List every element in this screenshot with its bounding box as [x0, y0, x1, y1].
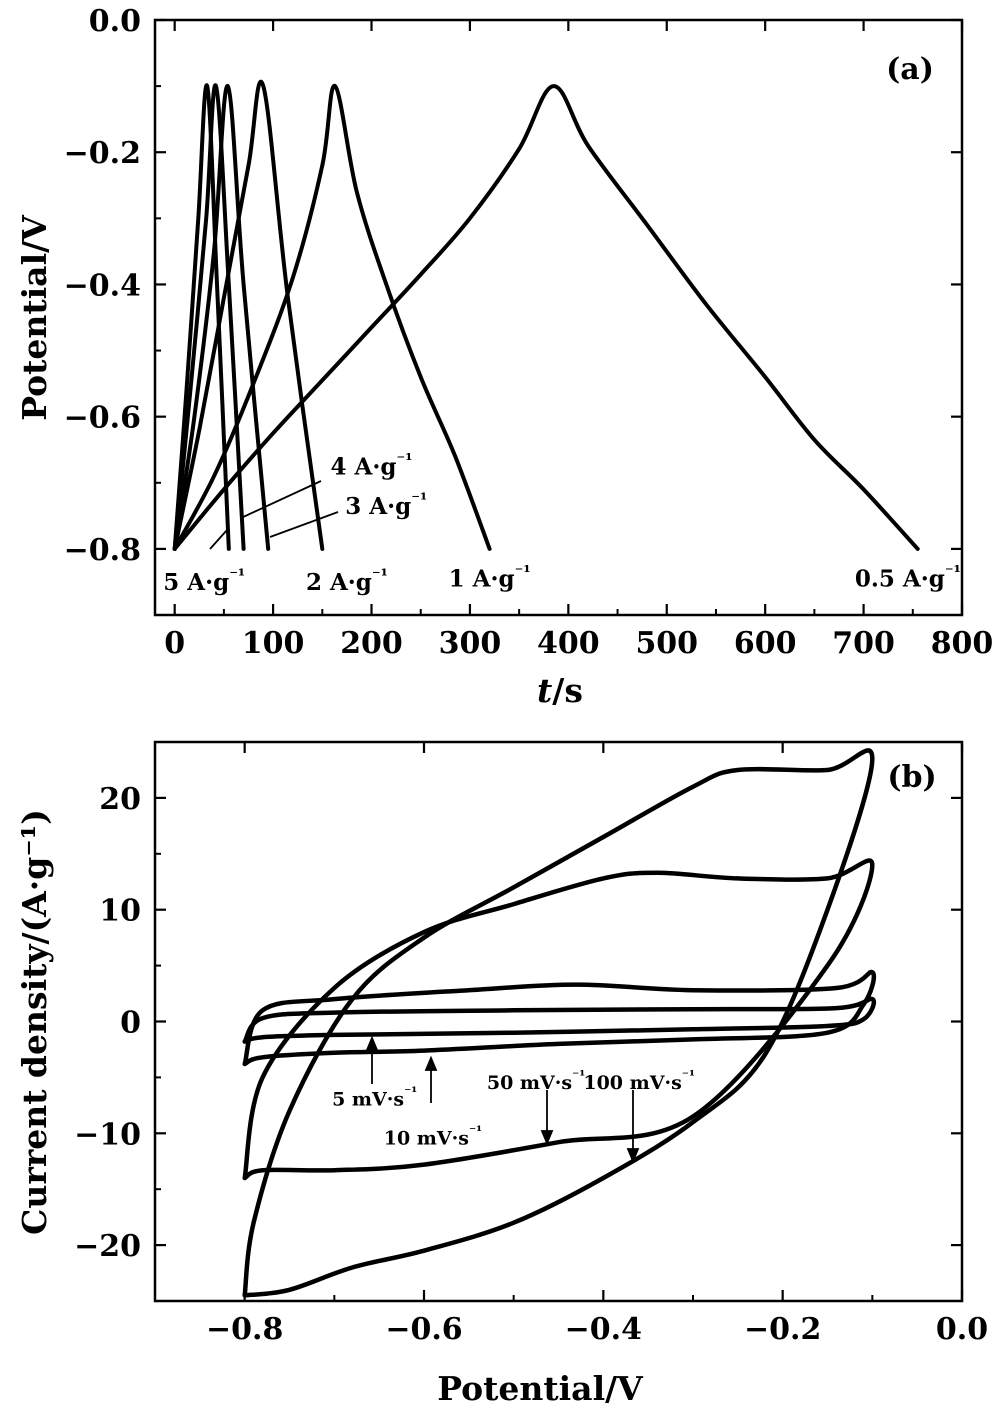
- chart-a-xtick-label-0: 0: [164, 626, 185, 661]
- chart-a-series-5-A-g: [172, 83, 231, 551]
- chart-b-panel-label: (b): [887, 760, 936, 795]
- chart-a-series-3-A-g: [172, 84, 271, 551]
- chart-b-series-5-mV-s: [242, 996, 877, 1044]
- leader-line-4: [240, 480, 322, 519]
- chart-b-annotation-50-mV-s: 50 mV·s⁻¹: [487, 1068, 585, 1094]
- chart-b-xtick-label-4: 0.0: [936, 1312, 988, 1347]
- chart-a-ytick-label-2: −0.4: [64, 268, 141, 303]
- chart-b-ytick-label-2: 0: [120, 1006, 141, 1041]
- chart-b-xlabel: Potential/V: [437, 1369, 644, 1408]
- arrow-100-head: [626, 1148, 640, 1164]
- arrow-50-head: [540, 1130, 554, 1146]
- chart-b-annotation-5-mV-s: 5 mV·s⁻¹: [332, 1085, 417, 1111]
- chart-a-ytick-label-0: 0.0: [89, 4, 141, 39]
- chart-a-leader-lines: [209, 480, 339, 550]
- chart-a-series-1-A-g: [172, 84, 492, 551]
- chart-a-series-4-A-g: [172, 83, 246, 551]
- chart-a-xlabel-unit: /s: [552, 671, 583, 710]
- chart-b-xtick-label-2: −0.4: [565, 1312, 642, 1347]
- chart-b-frame: [153, 740, 964, 1303]
- chart-b-xtick-label-1: −0.6: [385, 1312, 462, 1347]
- chart-b-arrows: [365, 1035, 640, 1164]
- chart-a-annotation-4-A-g: 4 A·g⁻¹: [331, 449, 413, 480]
- chart-b-annotation-100-mV-s: 100 mV·s⁻¹: [583, 1068, 695, 1094]
- chart-a-annotation-1-A-g: 1 A·g⁻¹: [449, 562, 531, 593]
- chart-a-annotation-0-5-A-g: 0.5 A·g⁻¹: [855, 562, 961, 593]
- chart-a-ytick-label-1: −0.2: [64, 136, 141, 171]
- chart-a-xtick-label-7: 700: [832, 626, 895, 661]
- chart-a-annotation-3-A-g: 3 A·g⁻¹: [345, 489, 427, 520]
- chart-b-ytick-label-3: −10: [74, 1117, 141, 1152]
- chart-b-series-100-mV-s: [242, 748, 875, 1298]
- chart-a-annotation-2-A-g: 2 A·g⁻¹: [306, 565, 388, 596]
- chart-a-series-2-A-g: [172, 79, 325, 551]
- chart-b-ticks: −0.8 −0.6 −0.4 −0.2 0.0 20 10 0 −10 −20: [74, 742, 988, 1347]
- chart-a-annotations: 0.5 A·g⁻¹ 1 A·g⁻¹ 2 A·g⁻¹ 3 A·g⁻¹ 4 A·g⁻¹ 5 A…: [163, 449, 961, 596]
- chart-a-xtick-label-5: 500: [635, 626, 698, 661]
- chart-a-panel-label: (a): [886, 52, 934, 87]
- chart-a-xlabel: t/s: [537, 671, 583, 710]
- chart-b-xtick-label-3: −0.2: [744, 1312, 821, 1347]
- leader-line-3: [269, 511, 339, 538]
- arrow-10-head: [424, 1055, 438, 1071]
- chart-b-ylabel: Current density/(A·g⁻¹): [15, 809, 54, 1235]
- arrow-5-head: [365, 1035, 379, 1051]
- chart-a-series-0-5-A-g: [172, 84, 920, 551]
- chart-a-curves: [172, 79, 920, 551]
- chart-a-xtick-label-1: 100: [242, 626, 305, 661]
- chart-b-series-10-mV-s: [242, 969, 877, 1067]
- chart-a-xtick-label-8: 800: [931, 626, 994, 661]
- chart-a-ytick-label-4: −0.8: [64, 533, 141, 568]
- chart-a-xtick-label-2: 200: [340, 626, 403, 661]
- chart-a-annotation-5-A-g: 5 A·g⁻¹: [163, 565, 245, 596]
- chart-a-ylabel: Potential/V: [15, 214, 54, 421]
- chart-a-xtick-label-3: 300: [439, 626, 502, 661]
- chart-a-ticks: 0 100 200 300 400 500 600 700 800 0.0 −0.2 −0.4 −0.6…: [64, 4, 994, 661]
- chart-a: 0 100 200 300 400 500 600 700 800 0.0 −0.2 −0.4 −0.6…: [15, 4, 993, 710]
- chart-b-ytick-label-4: −20: [74, 1229, 141, 1264]
- chart-b-ytick-label-1: 10: [99, 894, 141, 929]
- chart-a-frame: [153, 18, 964, 617]
- chart-b-ytick-label-0: 20: [99, 782, 141, 817]
- chart-b-annotation-10-mV-s: 10 mV·s⁻¹: [384, 1124, 482, 1150]
- chart-a-xlabel-italic: t: [537, 671, 552, 710]
- chart-b-curves: [242, 748, 877, 1298]
- chart-a-xtick-label-6: 600: [734, 626, 797, 661]
- chart-b: −0.8 −0.6 −0.4 −0.2 0.0 20 10 0 −10 −20 (b) Curre…: [15, 740, 988, 1408]
- leader-line-5: [209, 529, 228, 550]
- chart-a-ytick-label-3: −0.6: [64, 401, 141, 436]
- chart-a-xtick-label-4: 400: [537, 626, 600, 661]
- chart-b-xtick-label-0: −0.8: [206, 1312, 283, 1347]
